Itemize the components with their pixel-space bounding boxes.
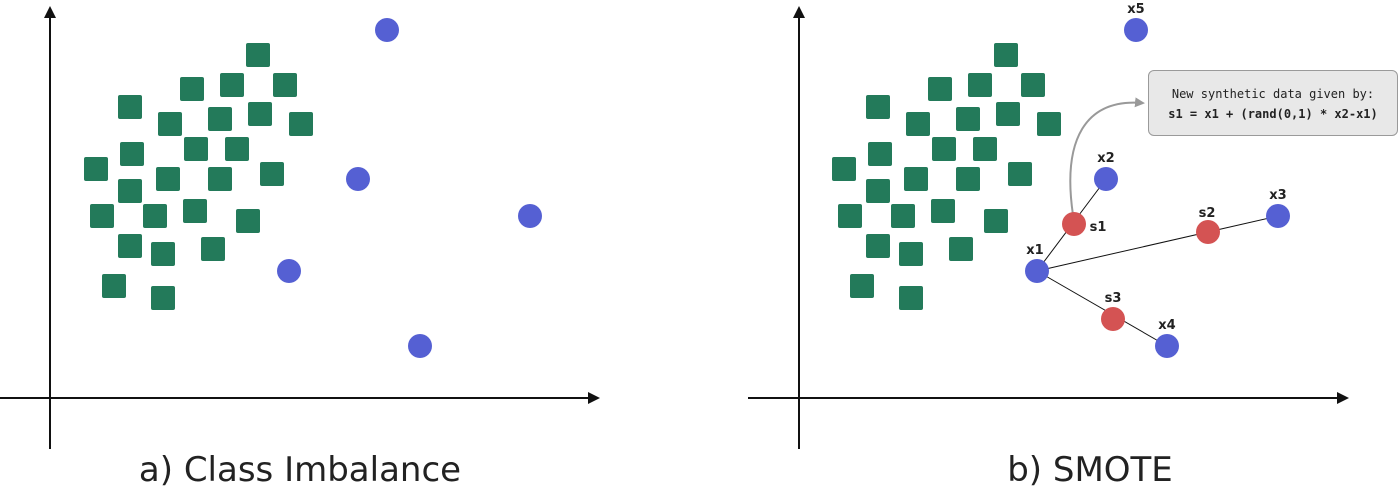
majority-sample-square [932, 137, 956, 161]
majority-sample-square [118, 234, 142, 258]
minority-sample-circle [408, 334, 432, 358]
majority-sample-square [118, 179, 142, 203]
majority-sample-square [906, 112, 930, 136]
majority-sample-square [201, 237, 225, 261]
point-x2 [1094, 167, 1118, 191]
panel-a-majority-squares [84, 43, 313, 310]
panel-b-points [1025, 18, 1290, 358]
majority-sample-square [949, 237, 973, 261]
majority-sample-square [208, 167, 232, 191]
label-x3: x3 [1269, 188, 1286, 203]
majority-sample-square [1008, 162, 1032, 186]
majority-sample-square [956, 167, 980, 191]
panel-a-caption: a) Class Imbalance [139, 450, 461, 490]
majority-sample-square [143, 204, 167, 228]
majority-sample-square [928, 77, 952, 101]
line-x1-x3 [1036, 215, 1279, 272]
majority-sample-square [899, 286, 923, 310]
majority-sample-square [208, 107, 232, 131]
panel-b-majority-squares [832, 43, 1061, 310]
majority-sample-square [904, 167, 928, 191]
majority-sample-square [225, 137, 249, 161]
majority-sample-square [84, 157, 108, 181]
majority-sample-square [866, 179, 890, 203]
majority-sample-square [891, 204, 915, 228]
majority-sample-square [151, 242, 175, 266]
majority-sample-square [158, 112, 182, 136]
minority-sample-circle [375, 18, 399, 42]
point-x4 [1155, 334, 1179, 358]
majority-sample-square [832, 157, 856, 181]
majority-sample-square [850, 274, 874, 298]
majority-sample-square [968, 73, 992, 97]
majority-sample-square [220, 73, 244, 97]
point-s3 [1101, 307, 1125, 331]
panel-a-minority-circles [277, 18, 542, 358]
label-x2: x2 [1097, 151, 1114, 166]
point-s1 [1062, 212, 1086, 236]
majority-sample-square [260, 162, 284, 186]
majority-sample-square [868, 142, 892, 166]
label-s2: s2 [1199, 206, 1216, 221]
majority-sample-square [931, 199, 955, 223]
label-s1: s1 [1090, 220, 1107, 235]
majority-sample-square [184, 137, 208, 161]
minority-sample-circle [277, 259, 301, 283]
majority-sample-square [118, 95, 142, 119]
majority-sample-square [183, 199, 207, 223]
panel-class-imbalance: a) Class Imbalance [0, 6, 600, 490]
majority-sample-square [899, 242, 923, 266]
majority-sample-square [1021, 73, 1045, 97]
majority-sample-square [120, 142, 144, 166]
panel-smote: x5 x2 s1 x1 s2 x3 s3 x4 b) SMOTE [748, 2, 1349, 490]
label-x1: x1 [1026, 243, 1043, 258]
majority-sample-square [236, 209, 260, 233]
panel-b-caption: b) SMOTE [1007, 450, 1173, 490]
majority-sample-square [156, 167, 180, 191]
majority-sample-square [866, 95, 890, 119]
majority-sample-square [866, 234, 890, 258]
label-x5: x5 [1127, 2, 1144, 17]
majority-sample-square [151, 286, 175, 310]
formula-equation: s1 = x1 + (rand(0,1) * x2-x1) [1168, 107, 1378, 121]
majority-sample-square [973, 137, 997, 161]
majority-sample-square [248, 102, 272, 126]
majority-sample-square [180, 77, 204, 101]
point-x3 [1266, 204, 1290, 228]
minority-sample-circle [518, 204, 542, 228]
majority-sample-square [994, 43, 1018, 67]
formula-title: New synthetic data given by: [1171, 87, 1375, 101]
point-x5 [1124, 18, 1148, 42]
majority-sample-square [273, 73, 297, 97]
majority-sample-square [246, 43, 270, 67]
minority-sample-circle [346, 167, 370, 191]
majority-sample-square [956, 107, 980, 131]
majority-sample-square [1037, 112, 1061, 136]
majority-sample-square [102, 274, 126, 298]
label-x4: x4 [1158, 318, 1175, 333]
majority-sample-square [838, 204, 862, 228]
majority-sample-square [984, 209, 1008, 233]
point-s2 [1196, 220, 1220, 244]
majority-sample-square [90, 204, 114, 228]
majority-sample-square [996, 102, 1020, 126]
label-s3: s3 [1105, 291, 1122, 306]
synthetic-formula-box: New synthetic data given by: s1 = x1 + (… [1148, 70, 1398, 136]
point-x1 [1025, 259, 1049, 283]
line-x1-x4 [1036, 270, 1168, 347]
annotation-arrow [1069, 97, 1145, 216]
majority-sample-square [289, 112, 313, 136]
